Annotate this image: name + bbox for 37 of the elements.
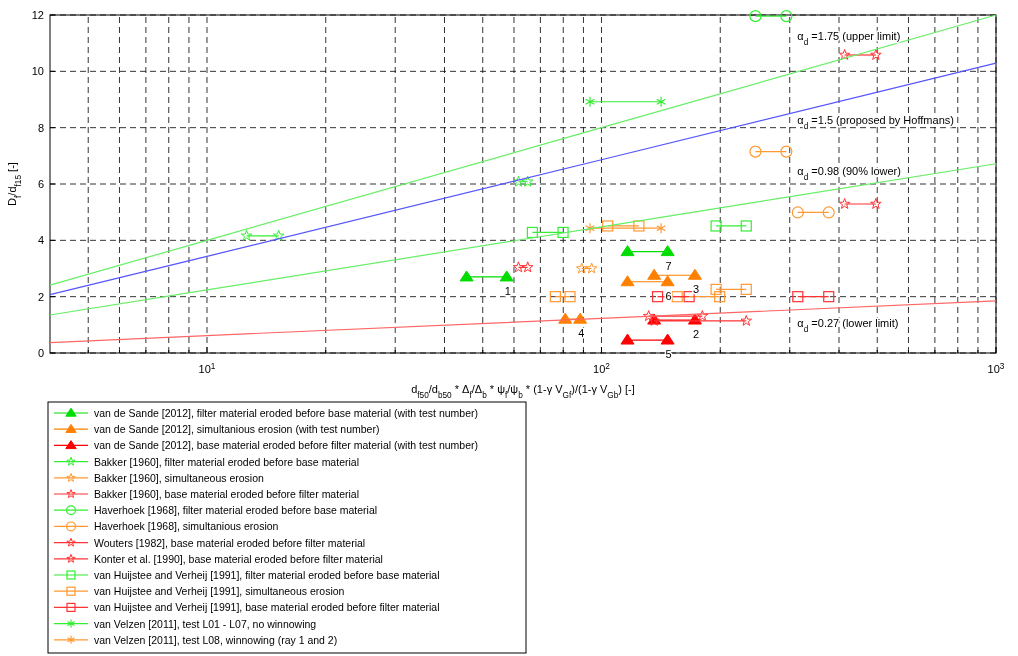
legend-label: van de Sande [2012], base material eroded before filter material (with test number) <box>94 439 479 452</box>
x-tick-label: 10$^{1}$ <box>198 361 216 375</box>
legend-label: Bakker [1960], base material eroded before filter material <box>94 488 359 500</box>
annotation: 2 <box>692 328 700 341</box>
legend-label: van Huijstee and Verheij [1991], simultaneous erosion <box>94 585 345 598</box>
y-tick-label: 12 <box>31 9 44 21</box>
y-tick-label: 8 <box>37 121 44 134</box>
legend-label: van de Sande [2012], filter material eroded before base material (with test number) <box>94 407 479 419</box>
y-tick-label: 6 <box>37 178 44 190</box>
annotation: 5 <box>665 348 672 361</box>
legend-label: Bakker [1960], simultaneous erosion <box>94 471 265 484</box>
legend-label: Haverhoek [1968], simultanious erosion <box>94 520 279 533</box>
legend-label: van Huijstee and Verheij [1991], base material eroded before filter material <box>94 601 440 614</box>
annotation: α$_{d}$ =0.27 (lower limit) <box>797 317 899 334</box>
annotation: 6 <box>665 289 672 302</box>
legend-label: van Velzen [2011], test L08, winnowing (ray 1 and 2) <box>94 633 338 646</box>
legend-label: van de Sande [2012], simultanious erosion (with test number) <box>94 423 380 436</box>
y-tick-label: 2 <box>37 290 44 303</box>
annotation: 1 <box>504 284 511 297</box>
y-tick-label: 10 <box>31 65 44 78</box>
x-tick-label: 10$^{3}$ <box>987 361 1005 375</box>
y-tick-label: 4 <box>37 234 44 247</box>
annotation: α$_{d}$ =0.98 (90% lower) <box>797 165 901 182</box>
annotation: 4 <box>578 327 585 340</box>
annotation: 3 <box>692 283 700 296</box>
legend-label: Wouters [1982], base material eroded before filter material <box>94 536 366 549</box>
x-tick-label: 10$^{2}$ <box>593 361 611 375</box>
legend-label: Haverhoek [1968], filter material eroded before base material <box>94 504 378 517</box>
legend-label: Bakker [1960], filter material eroded before base material <box>94 455 359 468</box>
annotation: α$_{d}$ =1.5 (proposed by Hoffmans) <box>797 114 954 131</box>
y-tick-label: 0 <box>37 347 44 359</box>
legend-label: van Huijstee and Verheij [1991], filter material eroded before base material <box>94 569 440 581</box>
legend-label: Konter et al. [1990], base material eroded before filter material <box>94 552 383 565</box>
legend-label: van Velzen [2011], test L01 - L07, no winnowing <box>94 617 317 630</box>
annotation: 7 <box>665 259 672 272</box>
text: d$_{f50}$/d$_{b50}$ * Δ$_{f}$/Δ$_{b}$ * ψ$_{f}$/ψ$_{b}$ * (1-γ V$_{Gf}$)/(1-γ V$_{Gb}$) [-] <box>411 383 635 400</box>
annotation: α$_{d}$ =1.75 (upper limit) <box>797 29 901 47</box>
